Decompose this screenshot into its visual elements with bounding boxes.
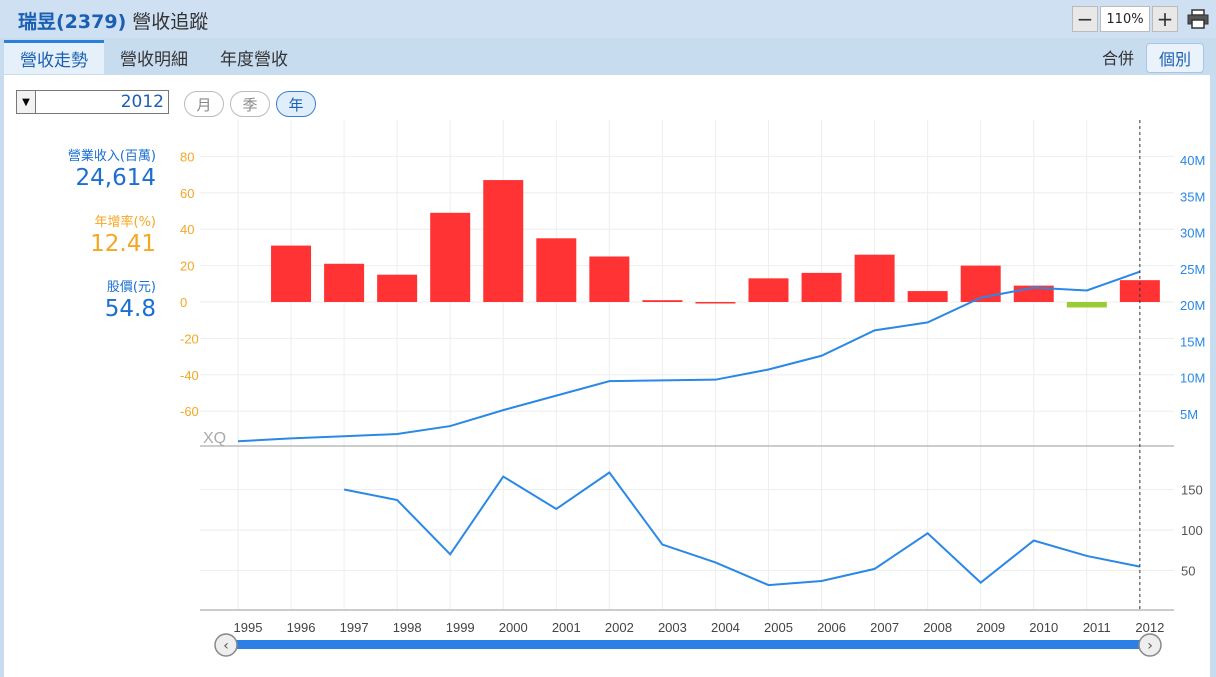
scroll-left-button[interactable] — [214, 633, 238, 657]
revenue-line — [237, 270, 1141, 443]
stat-price: 股價(元) 54.8 — [105, 276, 156, 323]
growth-bar — [748, 278, 789, 302]
stat-revenue: 營業收入(百萬) 24,614 — [68, 145, 156, 192]
growth-bar — [907, 291, 948, 302]
year-selector[interactable]: ▼ 2012 — [16, 90, 169, 114]
growth-bar — [589, 256, 630, 302]
stat-revenue-value: 24,614 — [75, 165, 156, 191]
stat-price-label: 股價(元) — [106, 280, 156, 295]
growth-bar — [960, 265, 1001, 302]
left-tick-label: 20 — [180, 259, 194, 274]
growth-bar — [377, 274, 418, 302]
chevron-right-icon: › — [1147, 638, 1153, 654]
x-tick-label: 1998 — [393, 620, 422, 635]
right-tick-label: 10M — [1180, 371, 1205, 386]
x-tick-label: 2012 — [1135, 620, 1164, 635]
zoom-out-button[interactable]: − — [1072, 6, 1098, 32]
x-tick-label: 1995 — [234, 620, 263, 635]
price-line — [343, 471, 1141, 587]
period-month-button[interactable]: 月 — [184, 91, 224, 117]
x-tick-label: 2007 — [870, 620, 899, 635]
left-tick-label: -20 — [180, 331, 199, 346]
x-tick-label: 2006 — [817, 620, 846, 635]
x-tick-label: 1997 — [340, 620, 369, 635]
right-tick-label: 40M — [1180, 153, 1205, 168]
x-tick-label: 2004 — [711, 620, 740, 635]
growth-bar — [1119, 280, 1160, 302]
chevron-left-icon: ‹ — [223, 638, 229, 654]
zoom-level: 110% — [1100, 6, 1150, 32]
x-tick-label: 2009 — [976, 620, 1005, 635]
growth-bar — [324, 263, 365, 302]
tab-revenue-detail[interactable]: 營收明細 — [120, 49, 188, 70]
stat-growth: 年增率(%) 12.41 — [90, 211, 156, 258]
toggle-consolidated[interactable]: 合併 — [1101, 49, 1134, 68]
x-tick-label: 2011 — [1083, 620, 1111, 635]
x-tick-label: 2010 — [1029, 620, 1058, 635]
tab-annual-revenue[interactable]: 年度營收 — [220, 49, 288, 70]
scroll-right-button[interactable] — [1138, 633, 1162, 657]
x-tick-label: 2001 — [552, 620, 581, 635]
growth-bar — [801, 272, 842, 302]
growth-bar — [854, 254, 895, 302]
x-tick-label: 2000 — [499, 620, 528, 635]
x-tick-label: 1999 — [446, 620, 475, 635]
watermark: XQ — [203, 430, 226, 447]
tab-bar: 營收走勢 營收明細 年度營收 — [4, 40, 304, 74]
right-tick-label: 20M — [1180, 298, 1205, 313]
period-year-button[interactable]: 年 — [276, 91, 316, 117]
page-title: 瑞昱(2379) 營收追蹤 — [18, 7, 208, 34]
right-tick-label: 35M — [1180, 189, 1205, 204]
year-value[interactable]: 2012 — [36, 90, 169, 114]
x-tick-label: 2002 — [605, 620, 634, 635]
right-tick-label: 25M — [1180, 262, 1205, 277]
growth-bar — [271, 245, 312, 302]
tab-revenue-trend[interactable]: 營收走勢 — [4, 40, 104, 74]
toggle-individual[interactable]: 個別 — [1145, 43, 1204, 73]
revenue-chart: 80 60 40 20 0 -20 -40 -60 40M 35M 30M 25M 20M 15M 10M 5… — [180, 120, 1205, 657]
x-tick-label: 2003 — [658, 620, 687, 635]
chart-panel: ▼ 2012 月 季 年 營業收入(百萬) 24,614 年增率(%) 12.4… — [4, 75, 1210, 677]
dropdown-arrow-icon[interactable]: ▼ — [16, 90, 36, 114]
x-tick-label: 1996 — [287, 620, 316, 635]
growth-bar — [536, 238, 577, 302]
left-tick-label: -60 — [180, 404, 199, 419]
stat-growth-label: 年增率(%) — [94, 215, 157, 230]
period-buttons: 月 季 年 — [184, 91, 316, 117]
left-tick-label: 80 — [180, 149, 194, 164]
price-tick-label: 150 — [1181, 483, 1203, 498]
x-tick-label: 2005 — [764, 620, 793, 635]
stat-revenue-label: 營業收入(百萬) — [67, 149, 156, 164]
company-name: 瑞昱(2379) — [18, 11, 127, 33]
right-tick-label: 5M — [1180, 407, 1198, 422]
period-quarter-button[interactable]: 季 — [230, 91, 270, 117]
price-tick-label: 100 — [1181, 523, 1203, 538]
stat-price-value: 54.8 — [104, 296, 156, 322]
growth-bar — [483, 180, 524, 302]
growth-bar — [1066, 302, 1107, 308]
growth-bar — [695, 302, 736, 304]
right-tick-label: 15M — [1180, 334, 1205, 349]
page-subtitle: 營收追蹤 — [132, 11, 209, 33]
left-tick-label: -40 — [180, 368, 199, 383]
left-tick-label: 60 — [180, 186, 194, 201]
left-tick-label: 0 — [180, 295, 187, 310]
growth-bar — [430, 212, 471, 302]
zoom-controls: − 110% + — [1072, 6, 1210, 32]
growth-bar — [642, 300, 683, 302]
left-tick-label: 40 — [180, 222, 194, 237]
stat-growth-value: 12.41 — [90, 231, 156, 257]
x-tick-label: 2008 — [923, 620, 952, 635]
zoom-in-button[interactable]: + — [1152, 6, 1178, 32]
title-bar: 瑞昱(2379) 營收追蹤 − 110% + — [0, 0, 1216, 38]
right-tick-label: 30M — [1180, 226, 1205, 241]
print-icon[interactable] — [1186, 7, 1210, 31]
view-toggle: 合併 個別 — [1090, 43, 1204, 73]
price-tick-label: 50 — [1181, 564, 1195, 579]
scroll-track — [226, 640, 1153, 649]
